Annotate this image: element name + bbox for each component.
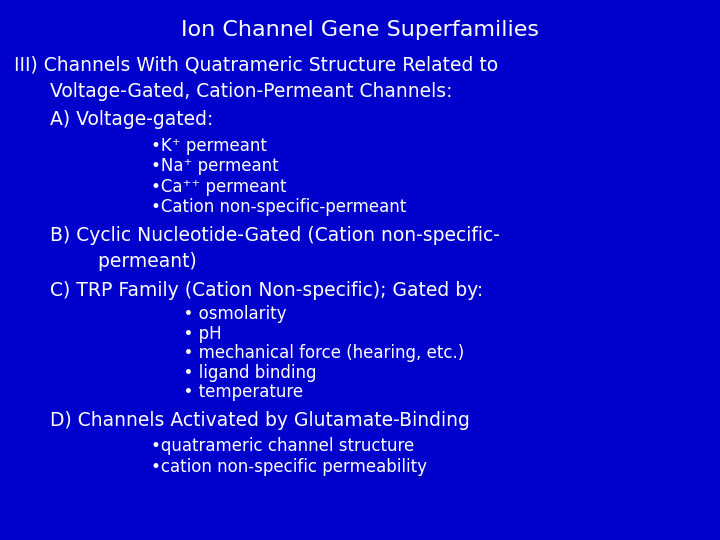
Text: •Na⁺ permeant: •Na⁺ permeant	[151, 157, 279, 176]
Text: B) Cyclic Nucleotide-Gated (Cation non-specific-: B) Cyclic Nucleotide-Gated (Cation non-s…	[14, 226, 500, 246]
Text: • mechanical force (hearing, etc.): • mechanical force (hearing, etc.)	[173, 344, 464, 362]
Text: • ligand binding: • ligand binding	[173, 363, 316, 382]
Text: Ion Channel Gene Superfamilies: Ion Channel Gene Superfamilies	[181, 19, 539, 40]
Text: D) Channels Activated by Glutamate-Binding: D) Channels Activated by Glutamate-Bindi…	[14, 410, 470, 430]
Text: •K⁺ permeant: •K⁺ permeant	[151, 137, 267, 155]
Text: • temperature: • temperature	[173, 383, 303, 401]
Text: • osmolarity: • osmolarity	[173, 305, 287, 323]
Text: •cation non-specific permeability: •cation non-specific permeability	[151, 457, 427, 476]
Text: • pH: • pH	[173, 325, 222, 343]
Text: •Cation non-specific-permeant: •Cation non-specific-permeant	[151, 198, 407, 217]
Text: A) Voltage-gated:: A) Voltage-gated:	[14, 110, 214, 130]
Text: permeant): permeant)	[14, 252, 197, 272]
Text: Voltage-Gated, Cation-Permeant Channels:: Voltage-Gated, Cation-Permeant Channels:	[14, 82, 453, 102]
Text: •Ca⁺⁺ permeant: •Ca⁺⁺ permeant	[151, 178, 287, 196]
Text: C) TRP Family (Cation Non-specific); Gated by:: C) TRP Family (Cation Non-specific); Gat…	[14, 281, 484, 300]
Text: III) Channels With Quatrameric Structure Related to: III) Channels With Quatrameric Structure…	[14, 55, 498, 75]
Text: •quatrameric channel structure: •quatrameric channel structure	[151, 437, 415, 455]
